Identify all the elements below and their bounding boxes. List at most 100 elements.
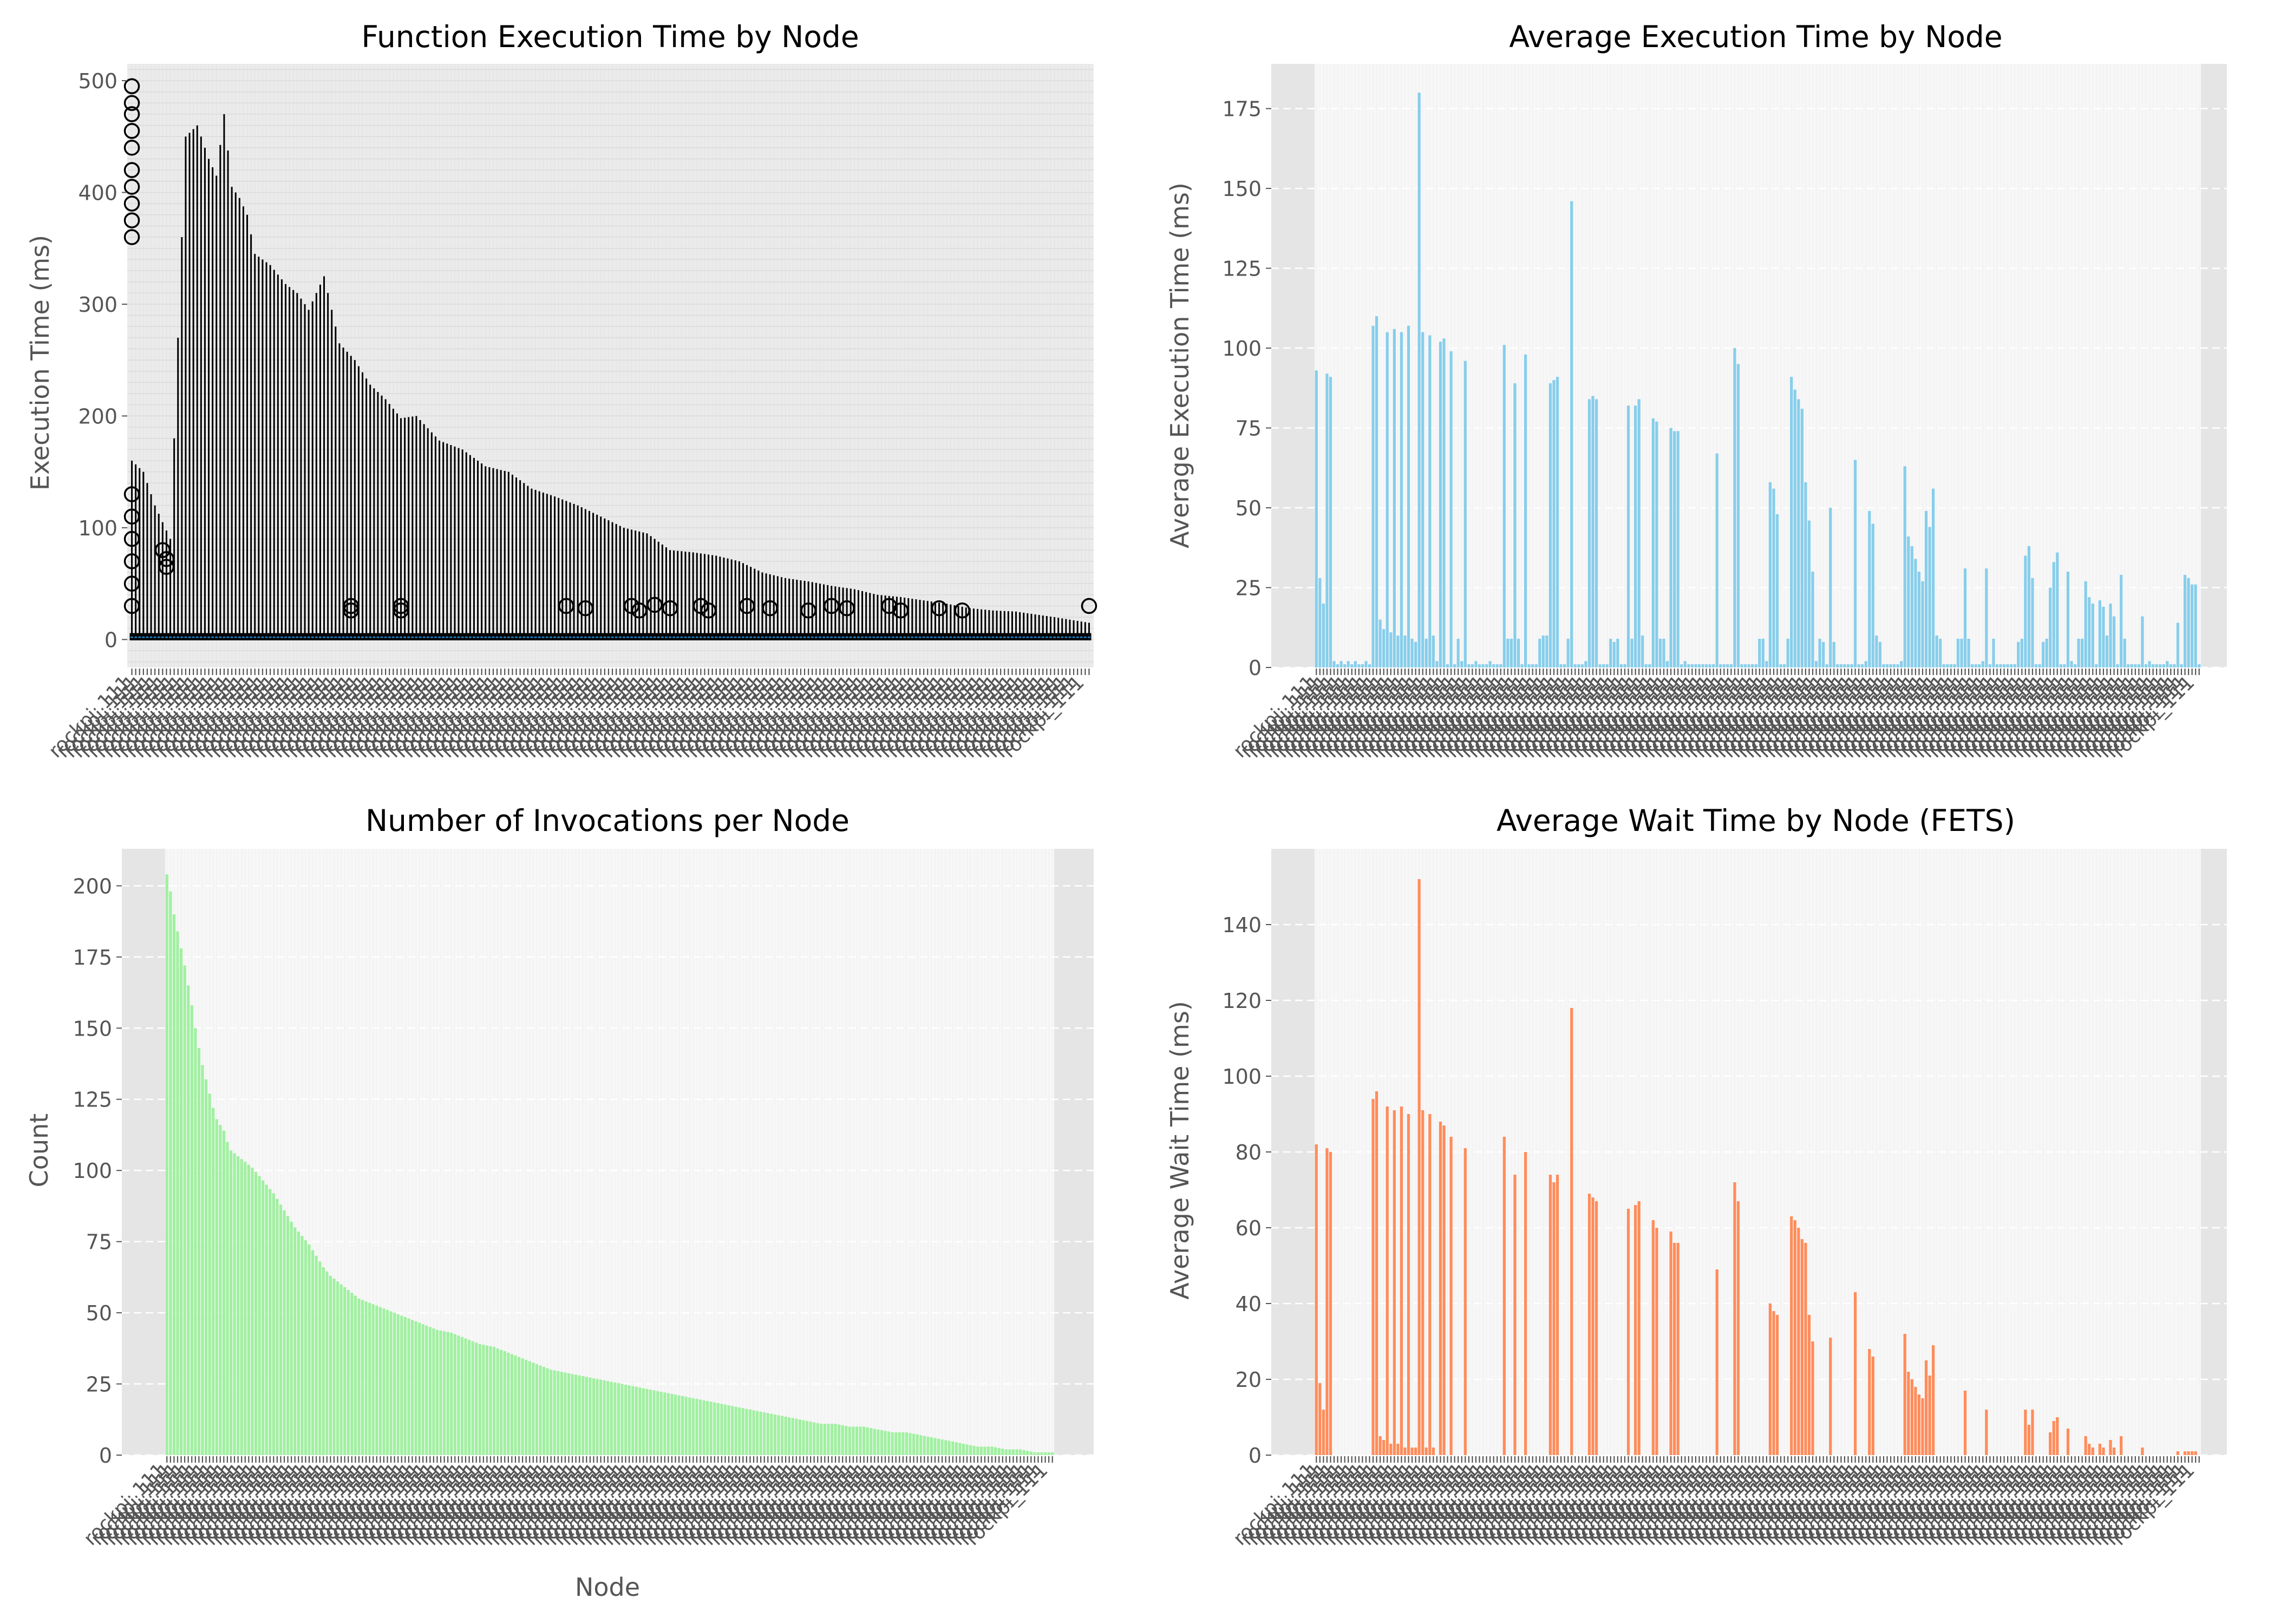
bar [1556,1175,1559,1455]
bar [2038,664,2041,667]
y-tick-label: 140 [1222,913,1262,937]
outlier-point [123,140,140,156]
bar [1665,661,1669,667]
outlier-point [839,600,855,617]
bar [1322,1410,1325,1455]
bar [752,1410,755,1455]
bar [279,1204,283,1455]
bar [730,1406,734,1455]
bar [1974,664,1977,667]
bar [1368,664,1371,667]
bar [1673,431,1676,667]
bar [557,1371,560,1455]
panel1-category-labels: rockpi_111rockpi_111rockpi_111rockpi_111… [44,669,1090,762]
bar [1832,641,1835,667]
bar [532,1363,535,1455]
bar [325,1271,329,1455]
bar [421,1324,424,1455]
bar [2013,664,2016,667]
bar [933,1438,937,1455]
bar [1506,638,1510,667]
bar [976,1446,979,1455]
bar [1548,1175,1552,1455]
bar [1570,201,1573,667]
bar [1566,638,1570,667]
bar [1386,332,1389,667]
panel2-category-labels: rockpi_111rockpi_111rockpi_111rockpi_111… [1229,669,2200,762]
bar [2109,604,2112,667]
bar [1648,664,1651,667]
bar [1513,383,1517,667]
bar [1768,1304,1772,1455]
bar [1871,523,1874,667]
bar [1960,638,1963,667]
bar [574,1374,578,1455]
bar [1449,351,1453,667]
bar [592,1378,596,1455]
bar [1400,1106,1403,1455]
panel2-bars [1315,93,2201,668]
bar [1797,1228,1800,1455]
panel-average-execution-time: 0 25 50 75 100 125 150 175 rockpi_111rockpi_111… [1165,19,2227,762]
bar [1389,1444,1393,1455]
bar [1424,638,1428,667]
bar [1446,664,1449,667]
bar [659,1392,663,1455]
bar [194,1028,197,1455]
bar [304,1240,308,1455]
bar [1928,527,1931,667]
bar [2127,664,2130,667]
bar [258,1176,261,1455]
bar [2123,638,2126,667]
bar [361,1300,364,1455]
bar [1318,578,1322,667]
bar [1623,664,1626,667]
outlier-point [662,600,678,617]
bar [1687,664,1690,667]
bar [417,1322,421,1455]
bar [845,1426,848,1455]
outlier-point [631,602,648,619]
bar [1524,1152,1527,1455]
bar [1626,1209,1630,1455]
bar [1669,428,1672,667]
y-tick-label: 60 [1236,1216,1262,1240]
outlier-point [123,486,140,502]
y-tick-label: 40 [1236,1292,1262,1316]
bar [2017,641,2020,667]
bar [197,1048,201,1455]
bar [1715,1269,1718,1455]
bar [2120,574,2123,667]
bar [1790,377,1793,667]
bar [1850,664,1853,667]
bar [1439,342,1442,667]
outlier-point [123,575,140,592]
bar [1435,661,1439,667]
bar [698,1399,702,1455]
bar [2120,1436,2123,1455]
bar [1963,1391,1967,1455]
bar [318,1261,322,1455]
bar [2130,664,2133,667]
bar [1343,664,1347,667]
bar [1488,661,1492,667]
bar [539,1365,542,1455]
bar [887,1431,891,1455]
y-tick-label: 120 [1222,989,1262,1013]
bar [1903,1334,1906,1455]
bar [951,1442,955,1455]
bar [453,1334,456,1455]
bar [2073,664,2077,667]
bar [247,1164,250,1455]
outlier-point [123,531,140,547]
bar [1029,1451,1033,1455]
bar [1004,1449,1008,1455]
bar [1885,664,1889,667]
bar [674,1394,677,1455]
bar [1502,1137,1506,1455]
bar [1421,1110,1424,1455]
panel3-category-labels: rockpi_111rockpi_111rockpi_111rockpi_111… [80,1456,1053,1550]
bar [1846,664,1850,667]
bar [343,1287,347,1455]
y-tick-label: 175 [73,946,112,970]
